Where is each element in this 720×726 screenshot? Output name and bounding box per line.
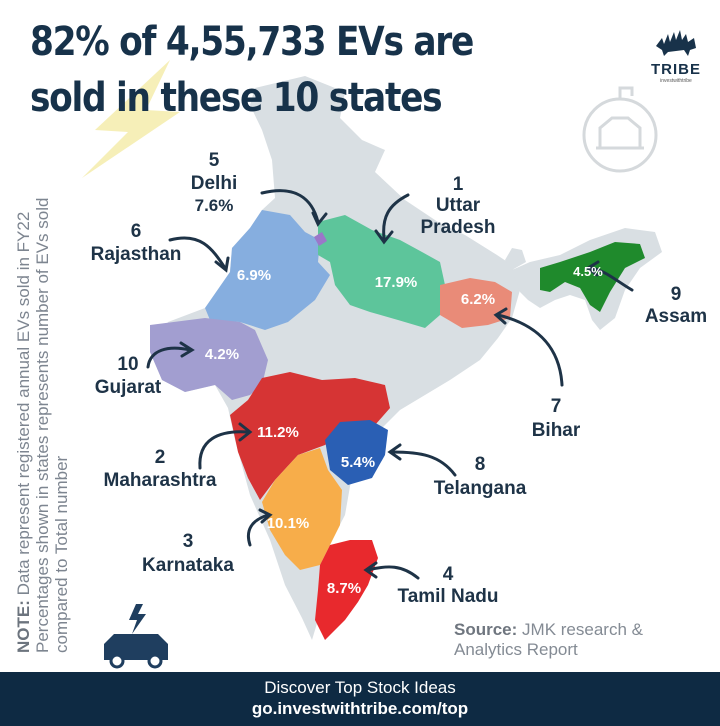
label-maharashtra: 2 Maharashtra — [104, 447, 217, 491]
pct-bihar: 6.2% — [461, 291, 495, 308]
note-label: NOTE: — [14, 600, 33, 653]
pct-gujarat: 4.2% — [205, 346, 239, 363]
label-delhi: 5 Delhi 7.6% — [191, 150, 237, 215]
rank-tamil-nadu: 4 — [443, 564, 454, 585]
name-uttar-pradesh-line2: Pradesh — [421, 217, 496, 238]
pct-maharashtra: 11.2% — [257, 424, 299, 441]
pct-assam: 4.5% — [573, 264, 603, 279]
pct-delhi: 7.6% — [195, 196, 234, 215]
logo-name: TRIBE — [651, 61, 701, 78]
india-map: 17.9% 11.2% 10.1% 8.7% 6.9% 6.2% 5.4% 4.… — [82, 60, 707, 669]
label-tamil-nadu: 4 Tamil Nadu — [398, 564, 499, 607]
label-assam: 9 Assam — [645, 284, 707, 327]
map-base — [150, 76, 520, 640]
label-bihar: 7 Bihar — [532, 396, 581, 441]
rank-uttar-pradesh: 1 — [453, 174, 464, 195]
name-karnataka: Karnataka — [142, 555, 234, 576]
ev-charging-icon — [582, 86, 658, 173]
footer-tagline: Discover Top Stock Ideas — [264, 678, 456, 697]
state-delhi — [314, 232, 327, 246]
footer-banner[interactable]: Discover Top Stock Ideas go.investwithtr… — [0, 672, 720, 726]
rank-telangana: 8 — [475, 454, 486, 475]
state-karnataka — [262, 448, 342, 570]
source-label: Source: — [454, 620, 518, 639]
bull-icon — [656, 30, 696, 56]
lightning-bolt-icon — [82, 60, 180, 178]
note-body: Data represent registered annual EVs sol… — [14, 197, 71, 653]
name-bihar: Bihar — [532, 420, 581, 441]
pct-telangana: 5.4% — [341, 454, 375, 471]
pct-tamil-nadu: 8.7% — [327, 580, 361, 597]
footer-link[interactable]: go.investwithtribe.com/top — [251, 699, 469, 718]
rank-delhi: 5 — [209, 150, 220, 171]
rank-gujarat: 10 — [117, 354, 138, 375]
logo-tagline: investwithtribe — [660, 78, 692, 84]
label-uttar-pradesh: 1 Uttar Pradesh — [421, 174, 496, 238]
name-rajasthan: Rajasthan — [91, 244, 182, 265]
name-assam: Assam — [645, 306, 707, 327]
pct-karnataka: 10.1% — [267, 515, 310, 532]
state-rajasthan — [205, 210, 330, 330]
rank-assam: 9 — [671, 284, 682, 305]
state-bihar — [440, 278, 512, 328]
label-gujarat: 10 Gujarat — [95, 354, 162, 398]
state-assam — [540, 242, 645, 312]
name-maharashtra: Maharashtra — [104, 470, 217, 491]
note-text: NOTE: Data represent registered annual E… — [14, 133, 71, 653]
source-citation: Source: JMK research & Analytics Report — [454, 620, 714, 660]
source-body: JMK research & Analytics Report — [454, 620, 643, 659]
rank-bihar: 7 — [551, 396, 562, 417]
name-uttar-pradesh-line1: Uttar — [436, 195, 481, 216]
electric-car-icon — [104, 604, 168, 669]
state-telangana — [325, 420, 388, 485]
page-title: 82% of 4,55,733 EVs are sold in these 10… — [30, 19, 474, 121]
label-rajasthan: 6 Rajasthan — [91, 221, 182, 265]
brand-logo: TRIBE investwithtribe — [640, 28, 712, 84]
pct-uttar-pradesh: 17.9% — [375, 274, 418, 291]
state-gujarat — [150, 318, 268, 400]
pct-rajasthan: 6.9% — [237, 267, 271, 284]
rank-rajasthan: 6 — [131, 221, 142, 242]
name-tamil-nadu: Tamil Nadu — [398, 586, 499, 607]
label-telangana: 8 Telangana — [434, 454, 527, 499]
state-tamil-nadu — [315, 540, 378, 640]
state-maharashtra — [230, 372, 390, 500]
callout-arrows — [146, 189, 634, 580]
rank-maharashtra: 2 — [155, 447, 166, 468]
name-delhi: Delhi — [191, 173, 237, 194]
name-gujarat: Gujarat — [95, 377, 162, 398]
name-telangana: Telangana — [434, 478, 527, 499]
rank-karnataka: 3 — [183, 531, 194, 552]
label-karnataka: 3 Karnataka — [142, 531, 234, 576]
state-uttar-pradesh — [318, 215, 445, 328]
map-base-sikkim — [505, 248, 526, 270]
